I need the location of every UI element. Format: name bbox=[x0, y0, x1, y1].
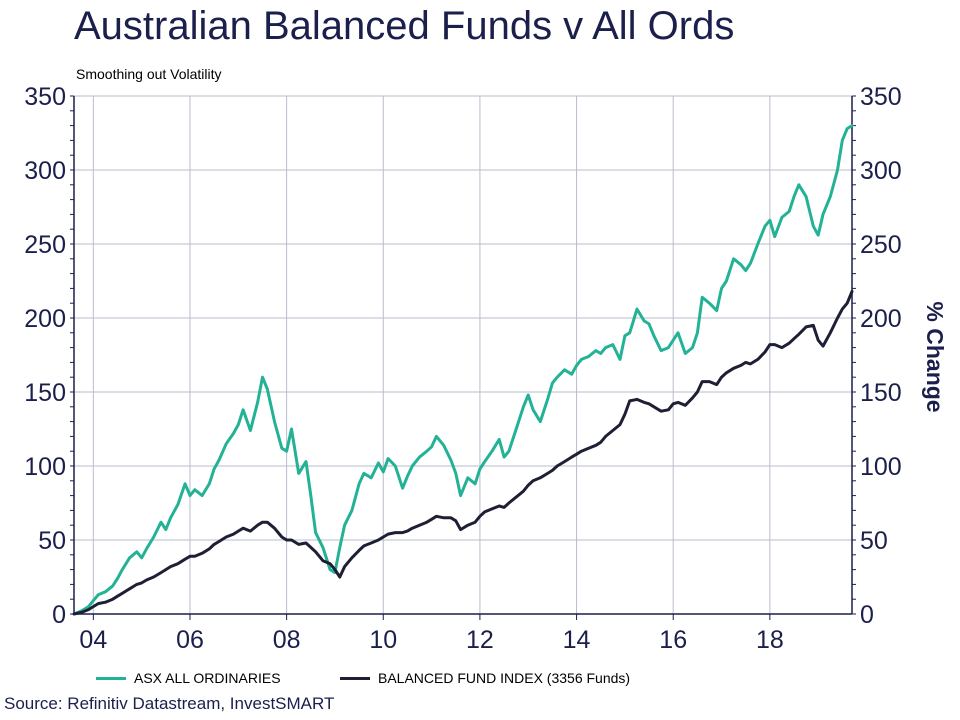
legend-swatch-balanced bbox=[340, 676, 370, 680]
y-tick-label-left: 0 bbox=[52, 601, 66, 629]
y-tick-label-left: 200 bbox=[24, 305, 66, 333]
legend-swatch-asx bbox=[96, 676, 126, 680]
legend: ASX ALL ORDINARIES BALANCED FUND INDEX (… bbox=[0, 670, 960, 690]
y-tick-label-right: 50 bbox=[860, 527, 888, 555]
legend-item-balanced: BALANCED FUND INDEX (3356 Funds) bbox=[340, 670, 630, 686]
source-note: Source: Refinitiv Datastream, InvestSMAR… bbox=[4, 694, 335, 713]
y-axis-label-right: % Change bbox=[922, 301, 948, 412]
chart-title: Australian Balanced Funds v All Ords bbox=[74, 4, 735, 48]
x-tick-label: 12 bbox=[466, 626, 494, 654]
y-tick-label-left: 100 bbox=[24, 453, 66, 481]
y-tick-label-left: 150 bbox=[24, 379, 66, 407]
y-tick-label-right: 250 bbox=[860, 231, 902, 259]
x-tick-label: 08 bbox=[273, 626, 301, 654]
y-tick-label-left: 250 bbox=[24, 231, 66, 259]
legend-item-asx: ASX ALL ORDINARIES bbox=[96, 670, 281, 686]
legend-label-asx: ASX ALL ORDINARIES bbox=[134, 670, 281, 686]
legend-label-balanced: BALANCED FUND INDEX (3356 Funds) bbox=[378, 670, 631, 686]
x-tick-label: 10 bbox=[369, 626, 397, 654]
series-line-asx bbox=[72, 124, 854, 616]
y-tick-label-right: 100 bbox=[860, 453, 902, 481]
y-tick-label-left: 50 bbox=[38, 527, 66, 555]
chart-subtitle: Smoothing out Volatility bbox=[76, 66, 222, 82]
y-tick-label-right: 350 bbox=[860, 83, 902, 111]
series-line-balanced bbox=[72, 289, 854, 616]
y-tick-label-right: 150 bbox=[860, 379, 902, 407]
y-tick-label-right: 0 bbox=[860, 601, 874, 629]
y-tick-label-left: 300 bbox=[24, 157, 66, 185]
x-tick-label: 14 bbox=[563, 626, 591, 654]
x-tick-label: 16 bbox=[659, 626, 687, 654]
x-tick-label: 04 bbox=[79, 626, 107, 654]
y-tick-label-right: 300 bbox=[860, 157, 902, 185]
x-tick-label: 18 bbox=[756, 626, 784, 654]
y-tick-label-right: 200 bbox=[860, 305, 902, 333]
x-tick-label: 06 bbox=[176, 626, 204, 654]
y-tick-label-left: 350 bbox=[24, 83, 66, 111]
